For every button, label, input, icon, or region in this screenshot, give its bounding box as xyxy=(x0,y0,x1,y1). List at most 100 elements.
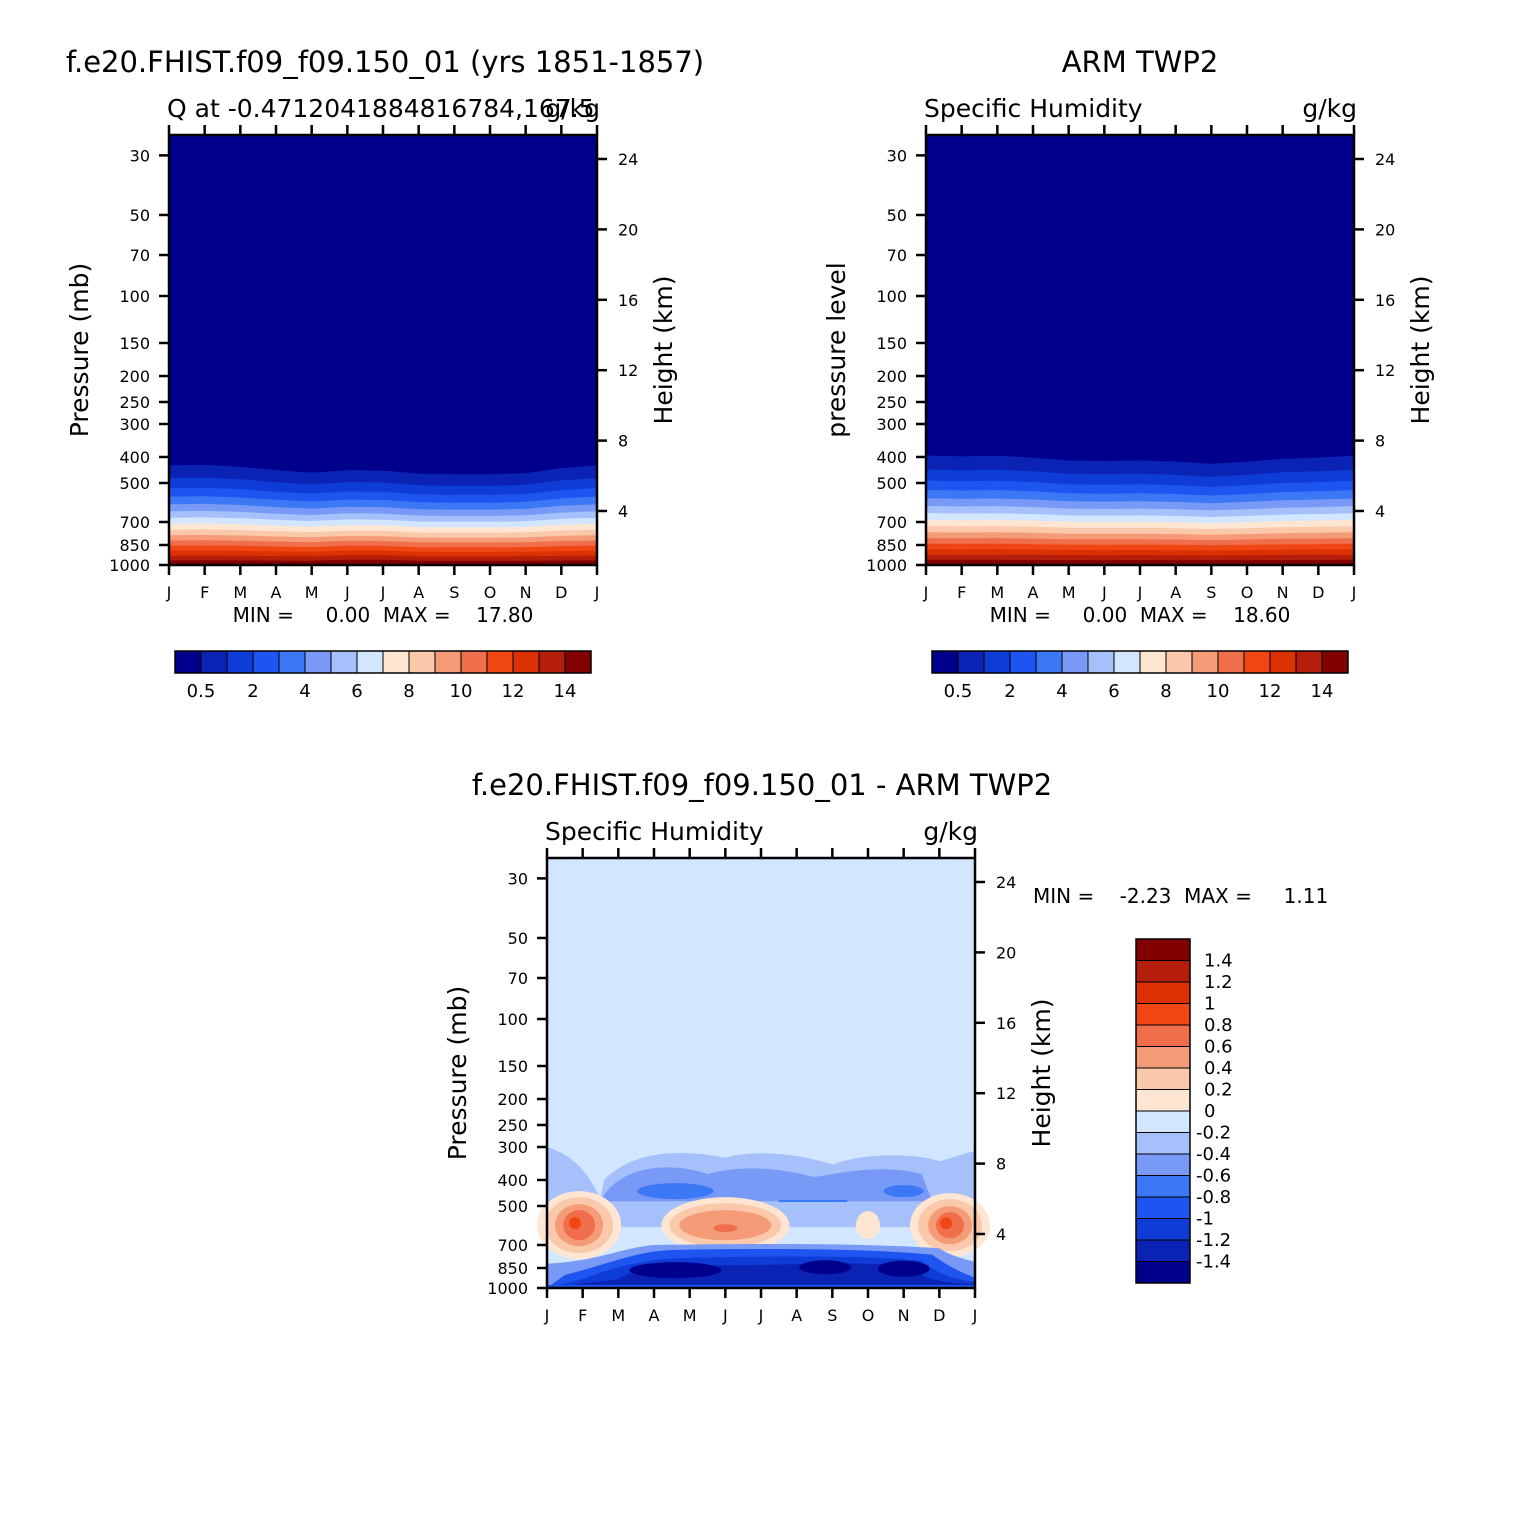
y-right-axis-label: Height (km) xyxy=(649,276,678,425)
contour-band xyxy=(169,559,597,565)
y-tick-label: 500 xyxy=(119,474,150,493)
colorbar-label: -0.2 xyxy=(1196,1123,1231,1144)
contour-band xyxy=(940,1217,953,1230)
colorbar-box xyxy=(1061,650,1089,674)
panel-units: g/kg xyxy=(923,817,978,846)
y-tick-label: 70 xyxy=(887,246,907,265)
x-tick-label: M xyxy=(233,583,247,602)
colorbar-box xyxy=(1135,1261,1191,1284)
colorbar-label: 12 xyxy=(1259,681,1282,702)
panel-observation: ARM TWP2 Specific Humidity g/kg J F M A M J J A S O N… xyxy=(822,45,1435,702)
y-tick-label: 200 xyxy=(119,367,150,386)
y-tick-label: 30 xyxy=(508,869,528,888)
colorbar-box xyxy=(931,650,959,674)
y-tick-label: 400 xyxy=(497,1171,528,1190)
colorbar-box xyxy=(1269,650,1297,674)
y-right-tick-label: 20 xyxy=(996,943,1016,962)
y-tick-label: 100 xyxy=(497,1010,528,1029)
y-right-tick-label: 8 xyxy=(996,1155,1006,1174)
colorbar-box xyxy=(1135,1110,1191,1133)
x-tick-label: J xyxy=(594,583,600,602)
y-tick-label: 150 xyxy=(119,334,150,353)
x-tick-label: A xyxy=(1170,583,1181,602)
x-tick-label: N xyxy=(898,1306,910,1325)
colorbar-label: 1.4 xyxy=(1204,951,1233,972)
x-tick-label: A xyxy=(413,583,424,602)
colorbar-box xyxy=(1295,650,1323,674)
y-axis-label: pressure level xyxy=(822,262,851,437)
panel-subtitle: Q at -0.4712041884816784,167.5 xyxy=(167,94,595,123)
colorbar-box xyxy=(304,650,332,674)
panel-difference: f.e20.FHIST.f09_f09.150_01 - ARM TWP2 Spe… xyxy=(443,768,1328,1325)
y-tick-label: 300 xyxy=(119,415,150,434)
y-tick-label: 700 xyxy=(119,513,150,532)
colorbar-box xyxy=(564,650,592,674)
x-tick-label: D xyxy=(1312,583,1324,602)
colorbar-label: 1 xyxy=(1204,994,1215,1015)
panel-units: g/kg xyxy=(545,94,600,123)
y-right-tick-label: 16 xyxy=(996,1014,1016,1033)
y-tick-label: 300 xyxy=(876,415,907,434)
colorbar-label: 1.2 xyxy=(1204,972,1233,993)
y-tick-label: 70 xyxy=(508,969,528,988)
colorbar-frame xyxy=(931,650,1349,674)
x-tick-label: J xyxy=(1101,583,1107,602)
x-tick-label: J xyxy=(1137,583,1143,602)
y-tick-label: 250 xyxy=(497,1116,528,1135)
colorbar-box xyxy=(1135,1046,1191,1069)
y-right-tick-label: 24 xyxy=(996,873,1016,892)
panel-model: f.e20.FHIST.f09_f09.150_01 (yrs 1851-185… xyxy=(65,45,704,702)
colorbar-label: 0 xyxy=(1204,1101,1215,1122)
y-right-tick-label: 12 xyxy=(1375,361,1395,380)
colorbar-box xyxy=(382,650,410,674)
y-tick-label: 150 xyxy=(497,1057,528,1076)
x-tick-label: S xyxy=(827,1306,837,1325)
x-tick-label: N xyxy=(1277,583,1289,602)
x-tick-label: A xyxy=(271,583,282,602)
colorbar-box xyxy=(226,650,254,674)
colorbar-box xyxy=(983,650,1011,674)
y-tick-label: 100 xyxy=(119,287,150,306)
x-tick-label: D xyxy=(933,1306,945,1325)
colorbar-label: -0.4 xyxy=(1196,1144,1231,1165)
contour-band xyxy=(713,1224,738,1233)
x-tick-label: M xyxy=(990,583,1004,602)
x-tick-label: A xyxy=(791,1306,802,1325)
colorbar-box xyxy=(1135,960,1191,983)
y-right-tick-label: 8 xyxy=(1375,432,1385,451)
y-tick-label: 30 xyxy=(130,146,150,165)
colorbar-box xyxy=(252,650,280,674)
colorbar-box xyxy=(174,650,202,674)
colorbar-box xyxy=(486,650,514,674)
x-tick-label: J xyxy=(923,583,929,602)
colorbar-box xyxy=(1135,1089,1191,1112)
y-right-tick-label: 4 xyxy=(996,1225,1006,1244)
x-tick-label: O xyxy=(862,1306,875,1325)
colorbar-label: 14 xyxy=(554,681,577,702)
colorbar-box xyxy=(1035,650,1063,674)
y-right-tick-label: 24 xyxy=(618,150,638,169)
colorbar-label: 0.2 xyxy=(1204,1080,1233,1101)
min-max-stats: MIN = 0.00 MAX = 18.60 xyxy=(990,603,1291,627)
colorbar-label: 8 xyxy=(403,681,414,702)
colorbar-box xyxy=(1135,1153,1191,1176)
x-tick-label: D xyxy=(555,583,567,602)
y-tick-label: 1000 xyxy=(487,1279,528,1298)
colorbar-box xyxy=(330,650,358,674)
y-axis-label: Pressure (mb) xyxy=(65,263,94,437)
y-tick-label: 300 xyxy=(497,1138,528,1157)
y-tick-label: 500 xyxy=(497,1197,528,1216)
contour-band xyxy=(926,559,1354,565)
panel-subtitle: Specific Humidity xyxy=(545,817,764,846)
colorbar-label: 0.5 xyxy=(187,681,216,702)
contour-band xyxy=(778,1200,848,1203)
y-tick-label: 400 xyxy=(876,448,907,467)
colorbar-label: 0.8 xyxy=(1204,1015,1233,1036)
colorbar-box xyxy=(1191,650,1219,674)
y-right-tick-label: 16 xyxy=(618,291,638,310)
colorbar-box xyxy=(1135,981,1191,1004)
y-right-tick-label: 16 xyxy=(1375,291,1395,310)
colorbar-box xyxy=(1135,1239,1191,1262)
y-tick-label: 50 xyxy=(508,929,528,948)
